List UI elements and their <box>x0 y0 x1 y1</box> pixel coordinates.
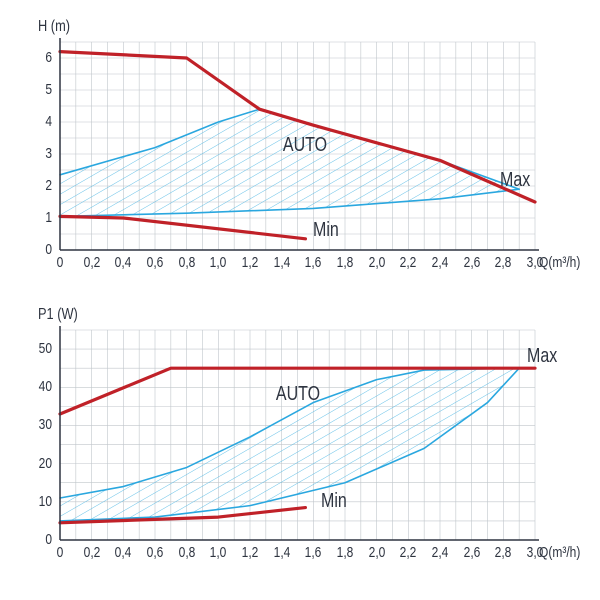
chart2-ytick: 0 <box>44 531 52 548</box>
chart2-xlabel: Q(m³/h) <box>539 544 591 561</box>
chart2-xtick: 2,0 <box>366 544 387 561</box>
chart2-ytick: 40 <box>35 378 52 395</box>
chart2-xtick: 0,2 <box>81 544 102 561</box>
chart2-xtick: 1,4 <box>271 544 292 561</box>
chart2-ylabel: P1 (W) <box>38 306 88 324</box>
chart2-xtick: 0,6 <box>145 544 166 561</box>
chart2-xtick: 1,8 <box>335 544 356 561</box>
pump-curves-figure: 012345600,20,40,60,81,01,21,41,61,82,02,… <box>0 0 600 600</box>
chart2-ytick: 20 <box>35 455 52 472</box>
chart2-ytick: 50 <box>35 340 52 357</box>
chart2-xtick: 2,2 <box>398 544 419 561</box>
chart2-xtick: 0,4 <box>113 544 134 561</box>
chart2-ytick: 10 <box>35 493 52 510</box>
chart2-xtick: 2,6 <box>461 544 482 561</box>
chart2-xtick: 2,4 <box>430 544 451 561</box>
chart2-svg <box>0 0 600 600</box>
chart2-label-min: Min <box>321 490 353 513</box>
chart2-xtick: 1,0 <box>208 544 229 561</box>
chart2-xtick: 2,8 <box>493 544 514 561</box>
chart2-xtick: 1,6 <box>303 544 324 561</box>
chart2-xtick: 1,2 <box>240 544 261 561</box>
chart2-label-auto: AUTO <box>270 383 325 406</box>
chart2-ytick: 30 <box>35 416 52 433</box>
chart2-xtick: 0,8 <box>176 544 197 561</box>
chart2-label-max: Max <box>527 345 565 368</box>
chart2-xtick: 0 <box>56 544 64 561</box>
